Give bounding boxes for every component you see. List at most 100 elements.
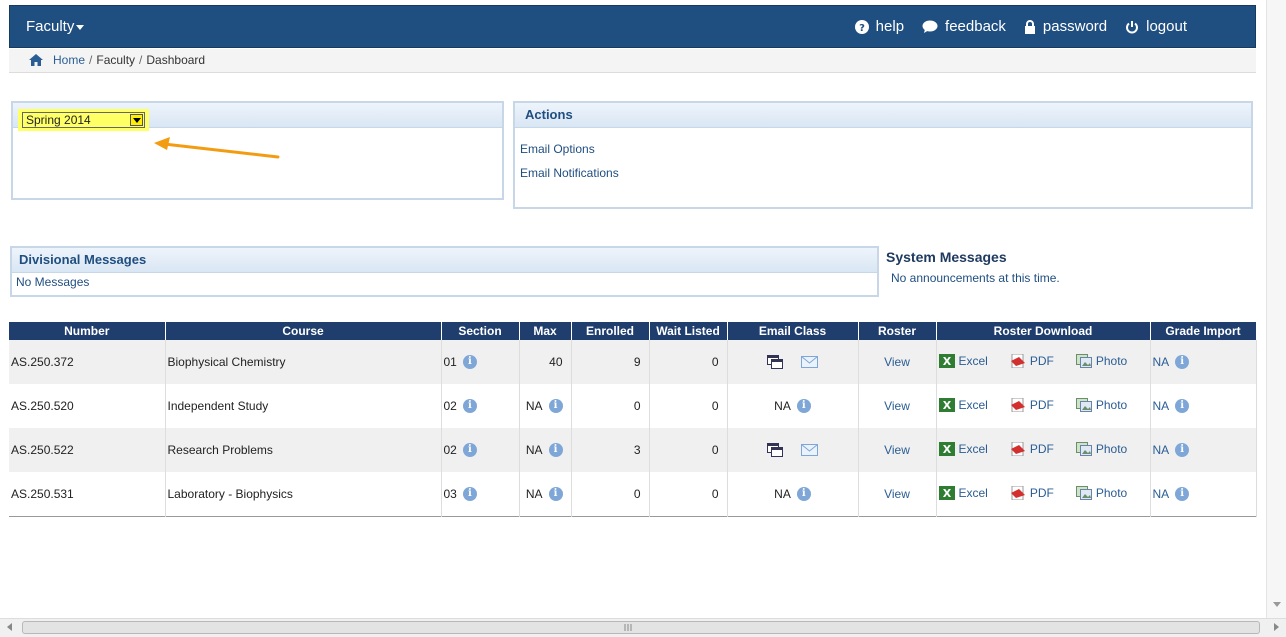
windows-icon[interactable] [767,355,783,370]
dropdown-arrow-icon[interactable] [130,114,143,126]
email-notifications-link[interactable]: Email Notifications [520,166,619,180]
feedback-link[interactable]: feedback [922,18,1006,35]
excel-icon: X [938,397,955,412]
section-cell: 01 i [441,340,520,384]
svg-text:X: X [942,443,951,456]
roster-view-link[interactable]: View [884,399,910,413]
roster-photo-link[interactable]: Photo [1075,485,1127,500]
roster-photo-link[interactable]: Photo [1075,397,1128,412]
info-icon[interactable]: i [462,355,477,370]
breadcrumb: Home / Faculty / Dashboard [9,49,1256,73]
system-messages-text: No announcements at this time. [891,271,1060,285]
question-circle-icon: ? [854,19,869,34]
roster-photo-link[interactable]: Photo [1075,441,1127,456]
column-header: Enrolled [571,322,650,340]
roster-pdf-link[interactable]: PDF [1010,353,1054,368]
max-value: 40 [519,340,572,384]
roster-pdf-link[interactable]: PDF [1010,485,1054,500]
info-icon[interactable]: i [1175,399,1190,414]
breadcrumb-home[interactable]: Home [53,53,86,67]
lock-icon [1024,19,1035,34]
roster-download-cell: X Excel PDF Photo [936,384,1151,428]
password-label: password [1042,18,1108,35]
roster-view-link[interactable]: View [884,443,910,457]
info-icon[interactable]: i [796,399,811,414]
column-header: Number [9,322,166,340]
roster-view-link[interactable]: View [884,487,910,501]
column-header: Roster [858,322,937,340]
info-icon[interactable]: i [548,487,563,502]
scroll-right-arrow-icon[interactable] [1274,623,1279,631]
max-cell: NA i [519,384,572,428]
scroll-down-arrow-icon[interactable] [1273,602,1281,607]
envelope-icon[interactable] [801,356,818,369]
divisional-messages-title: Divisional Messages [12,248,877,273]
section-value: 02 [443,398,457,413]
horizontal-scrollbar[interactable] [0,618,1286,637]
grip-icon [624,624,632,631]
feedback-label: feedback [945,18,1006,35]
info-icon[interactable]: i [462,399,477,414]
course-title: Biophysical Chemistry [165,340,442,384]
info-icon[interactable]: i [548,399,563,414]
email-options-link[interactable]: Email Options [520,142,595,156]
power-icon [1126,20,1139,33]
password-link[interactable]: password [1024,18,1107,35]
info-icon[interactable]: i [1175,487,1190,502]
roster-view-link[interactable]: View [884,355,910,369]
windows-icon[interactable] [767,443,783,458]
roster-pdf-link[interactable]: PDF [1010,397,1054,412]
logout-link[interactable]: logout [1125,18,1187,35]
max-value: NA [525,486,543,501]
envelope-icon[interactable] [801,444,818,457]
wait-listed-value: 0 [649,384,728,428]
roster-download-cell: X Excel PDF Photo [936,472,1151,517]
scroll-left-arrow-icon[interactable] [7,623,12,631]
email-class-cell [727,340,859,384]
excel-label: Excel [958,397,988,412]
info-icon[interactable]: i [462,443,477,458]
column-header: Section [441,322,520,340]
enrolled-value: 0 [571,472,650,517]
info-icon[interactable]: i [1175,355,1190,370]
grade-import-value: NA [1152,398,1170,413]
roster-excel-link[interactable]: X Excel [938,485,988,500]
column-header: Wait Listed [649,322,728,340]
info-icon[interactable]: i [796,487,811,502]
course-title: Independent Study [165,384,442,428]
pdf-icon [1010,485,1025,500]
vertical-scrollbar[interactable] [1266,0,1286,618]
column-header: Email Class [727,322,859,340]
table-row: AS.250.522 Research Problems 02 i NA i 3 0 View X… [9,428,1257,472]
svg-text:X: X [942,399,951,412]
max-cell: NA i [519,428,572,472]
faculty-menu[interactable]: Faculty [26,18,85,35]
email-class-na: NA [774,486,791,501]
roster-excel-link[interactable]: X Excel [938,397,988,412]
roster-download-cell: X Excel PDF Photo [936,428,1151,472]
table-row: AS.250.372 Biophysical Chemistry 01 i 40 9 0 Vi… [9,340,1257,384]
roster-photo-link[interactable]: Photo [1075,353,1127,368]
roster-excel-link[interactable]: X Excel [938,353,988,368]
horizontal-scroll-thumb[interactable] [22,621,1260,634]
divisional-messages-panel: Divisional Messages No Messages [10,246,879,297]
help-link[interactable]: ? help [854,18,904,35]
term-select-value: Spring 2014 [26,113,91,127]
info-icon[interactable]: i [462,487,477,502]
annotation-arrow-icon [154,137,280,159]
table-row: AS.250.520 Independent Study 02 i NA i 0 0 NA i Vi… [9,384,1257,428]
excel-label: Excel [958,485,988,500]
pdf-icon [1010,353,1025,368]
roster-pdf-link[interactable]: PDF [1010,441,1054,456]
roster-excel-link[interactable]: X Excel [938,441,988,456]
photo-icon [1075,441,1092,456]
home-icon[interactable] [29,54,43,66]
grade-import-cell: NA i [1150,340,1257,384]
info-icon[interactable]: i [1175,443,1190,458]
breadcrumb-current: Dashboard [146,53,206,67]
grade-import-cell: NA i [1150,472,1257,517]
caret-down-icon [76,24,85,30]
photo-label: Photo [1095,397,1128,412]
term-select[interactable]: Spring 2014 [22,112,145,128]
info-icon[interactable]: i [548,443,563,458]
